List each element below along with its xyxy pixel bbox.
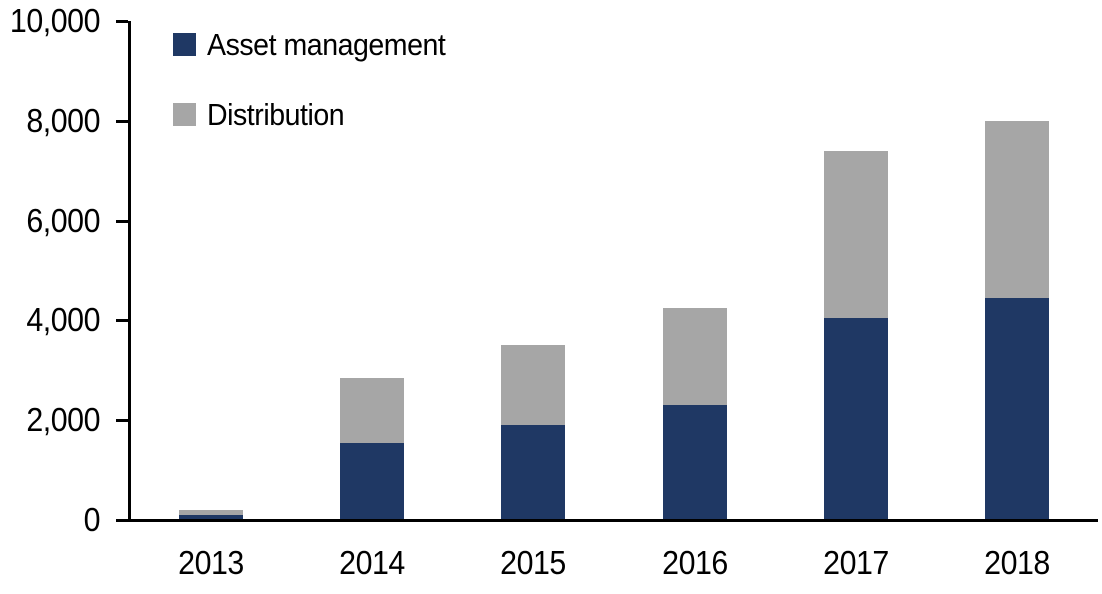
- bar-2013-asset-management: [178, 515, 243, 520]
- bar-2017-distribution: [824, 150, 888, 318]
- bar-2018-asset-management: [985, 297, 1050, 520]
- bar-2014-asset-management: [340, 442, 404, 520]
- y-axis-tick: [116, 319, 128, 323]
- y-axis-label: 4,000: [26, 301, 100, 339]
- y-axis-tick: [116, 119, 128, 123]
- bar-2018-distribution: [985, 120, 1050, 298]
- y-axis-line: [128, 21, 131, 522]
- x-axis-label: 2016: [661, 544, 728, 581]
- legend-label: Asset management: [207, 27, 446, 62]
- y-axis-label: 8,000: [26, 101, 100, 139]
- y-axis-label: 10,000: [9, 2, 101, 39]
- bar-2013-distribution: [178, 510, 243, 515]
- legend-item-asset-management: Asset management: [173, 29, 466, 60]
- x-axis-label: 2018: [984, 544, 1051, 581]
- y-axis-tick: [116, 219, 128, 223]
- x-axis-label: 2015: [500, 544, 567, 581]
- x-axis-line: [116, 519, 1098, 522]
- legend-label: Distribution: [207, 97, 345, 132]
- legend-item-distribution: Distribution: [173, 99, 356, 130]
- legend-marker-asset-management: [173, 33, 196, 56]
- bar-2016-distribution: [662, 307, 727, 406]
- y-axis-label: 6,000: [26, 201, 100, 239]
- x-axis-label: 2014: [339, 544, 405, 581]
- bar-2015-asset-management: [501, 425, 566, 520]
- bar-2015-distribution: [501, 345, 566, 426]
- y-axis-tick: [116, 20, 128, 23]
- x-axis-label: 2013: [177, 544, 244, 581]
- legend-marker-distribution: [173, 103, 196, 126]
- bar-2014-distribution: [340, 377, 404, 443]
- y-axis-tick: [116, 419, 128, 423]
- x-axis-label: 2017: [823, 544, 889, 581]
- bar-2017-asset-management: [824, 317, 888, 520]
- bar-2016-asset-management: [662, 405, 727, 520]
- y-axis-label: 2,000: [26, 401, 100, 439]
- y-axis-label: 0: [83, 501, 101, 538]
